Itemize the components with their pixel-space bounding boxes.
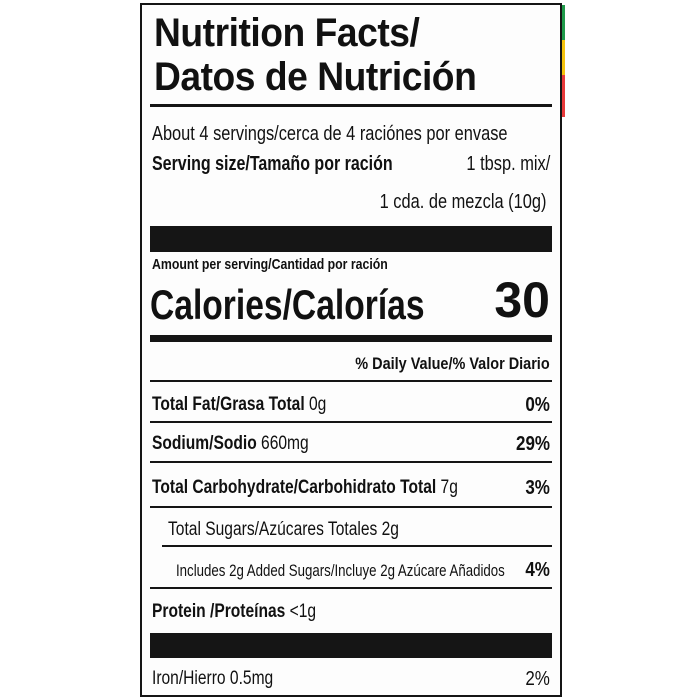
iron-label: Iron/Hierro 0.5mg xyxy=(152,668,274,689)
nutrient-carbohydrate: Total Carbohydrate/Carbohidrato Total 7g xyxy=(152,477,458,499)
color-strip-yellow xyxy=(561,40,565,75)
nutrient-label: Total Fat/Grasa Total xyxy=(152,394,305,415)
divider xyxy=(150,421,552,423)
nutrient-amount: 7g xyxy=(440,477,458,498)
divider xyxy=(150,587,552,589)
nutrient-label: Protein /Proteínas xyxy=(152,601,286,622)
nutrient-label: Total Carbohydrate/Carbohidrato Total xyxy=(152,477,437,498)
nutrient-amount: 0g xyxy=(308,394,327,415)
nutrient-dv: 29% xyxy=(515,433,550,455)
nutrient-total-sugars: Total Sugars/Azúcares Totales 2g xyxy=(168,519,399,540)
serving-size-label: Serving size/Tamaño por ración xyxy=(152,153,393,175)
divider xyxy=(150,104,552,107)
title-line-2: Datos de Nutrición xyxy=(154,55,477,99)
title-line-1: Nutrition Facts/ xyxy=(154,11,420,55)
nutrient-dv: 0% xyxy=(525,394,550,416)
serving-size-value-1: 1 tbsp. mix/ xyxy=(466,153,550,175)
nutrient-amount: <1g xyxy=(289,601,317,622)
nutrient-amount: 660mg xyxy=(261,433,309,454)
nutrient-protein: Protein /Proteínas <1g xyxy=(152,601,316,623)
divider xyxy=(150,506,552,508)
divider xyxy=(150,335,552,342)
thick-bar xyxy=(150,226,552,252)
iron-dv: 2% xyxy=(525,668,550,690)
serving-size-value-2: 1 cda. de mezcla (10g) xyxy=(379,191,546,213)
daily-value-header: % Daily Value/% Valor Diario xyxy=(355,354,550,373)
color-strip-green xyxy=(561,5,565,40)
nutrient-total-fat: Total Fat/Grasa Total 0g xyxy=(152,394,326,416)
nutrition-label: Nutrition Facts/ Datos de Nutrición Abou… xyxy=(140,3,562,697)
nutrient-dv: 3% xyxy=(525,477,550,499)
divider xyxy=(150,461,552,463)
divider xyxy=(150,380,552,382)
divider xyxy=(162,545,552,547)
thick-bar xyxy=(150,633,552,658)
nutrient-label: Sodium/Sodio xyxy=(152,433,257,454)
nutrient-added-sugars: Includes 2g Added Sugars/Incluye 2g Azúc… xyxy=(176,561,505,580)
nutrient-sodium: Sodium/Sodio 660mg xyxy=(152,433,309,455)
color-strip-red xyxy=(561,75,565,117)
calories-label: Calories/Calorías xyxy=(150,281,425,328)
amount-per-serving: Amount per serving/Cantidad por ración xyxy=(152,256,388,273)
calories-value: 30 xyxy=(494,272,550,328)
servings-per-container: About 4 servings/cerca de 4 raciónes por… xyxy=(152,123,508,145)
nutrient-dv: 4% xyxy=(525,559,550,581)
